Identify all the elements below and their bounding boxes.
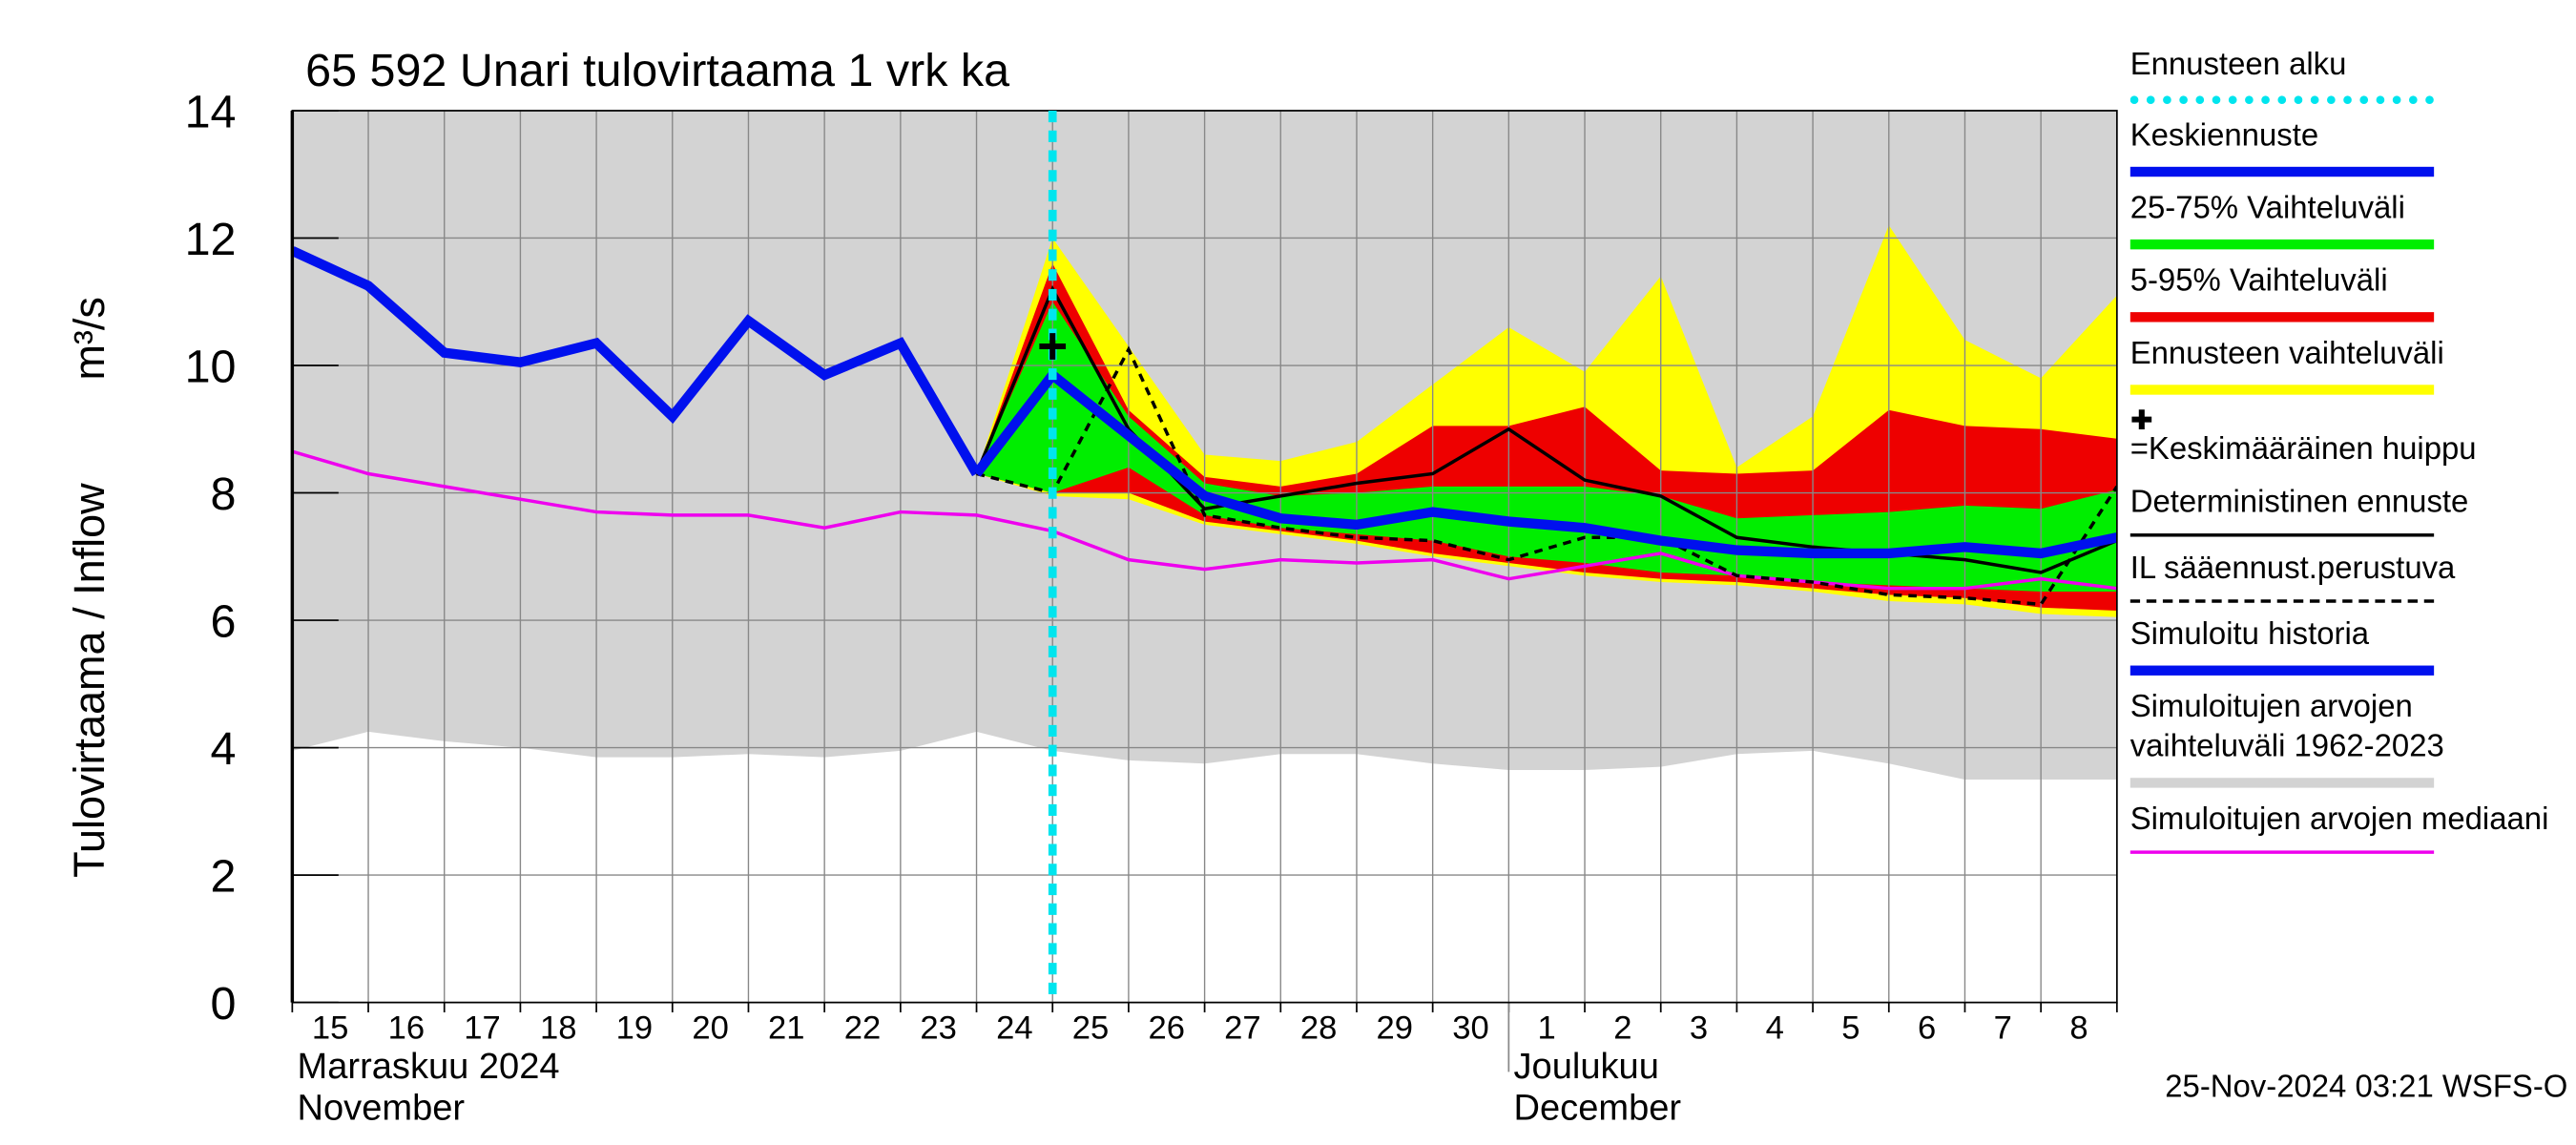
y-tick-label: 14 (185, 86, 237, 137)
x-tick-label: 29 (1377, 1010, 1413, 1047)
x-tick-label: 26 (1148, 1010, 1184, 1047)
x-tick-label: 4 (1766, 1010, 1784, 1047)
legend-label: Simuloitujen arvojen vaihteluväli 1962-2… (2130, 689, 2576, 768)
x-tick-label: 25 (1072, 1010, 1109, 1047)
x-tick-label: 16 (388, 1010, 425, 1047)
legend-box: Ennusteen alku Keskiennuste 25-75% Vaihtel… (2129, 46, 2576, 866)
month-label: December (1514, 1089, 1682, 1129)
x-tick-label: 15 (312, 1010, 348, 1047)
x-tick-label: 27 (1224, 1010, 1260, 1047)
legend-entry: IL sääennust.perustuva (2129, 550, 2576, 603)
legend-entry: Ennusteen alku (2129, 46, 2576, 105)
band-area (976, 302, 2117, 593)
month-label: Joulukuu (1514, 1047, 1659, 1087)
month-label: Marraskuu 2024 (298, 1047, 560, 1087)
legend-entry: Ennusteen vaihteluväli (2129, 335, 2576, 395)
y-tick-label: 4 (211, 723, 237, 775)
legend-text: Simuloitujen arvojen vaihteluväli 1962-2… (2129, 690, 2444, 765)
legend-label: Simuloitu historia (2130, 616, 2576, 656)
legend-text: Ennusteen alku (2129, 48, 2347, 83)
x-tick-label: 2 (1613, 1010, 1631, 1047)
legend-text: Simuloitujen arvojen mediaani (2129, 802, 2549, 838)
legend-entry: Simuloitu historia (2129, 616, 2576, 676)
timestamp: 25-Nov-2024 03:21 WSFS-O (2165, 1068, 2567, 1103)
legend-entry: =Keskimääräinen huippu (2130, 408, 2576, 471)
legend-label: 5-95% Vaihteluväli (2130, 262, 2576, 302)
y-tick-label: 6 (211, 595, 237, 647)
legend-peak-icon (2130, 408, 2576, 431)
y-tick-label: 2 (211, 850, 237, 902)
legend-text: Ennusteen vaihteluväli (2129, 337, 2444, 372)
legend-entry: 25-75% Vaihteluväli (2129, 190, 2576, 250)
legend-label: Keskiennuste (2130, 117, 2576, 157)
legend-label: Ennusteen alku (2130, 46, 2576, 86)
x-tick-label: 20 (692, 1010, 728, 1047)
x-tick-label: 18 (540, 1010, 576, 1047)
series-line (972, 367, 2117, 559)
legend-swatch (2129, 778, 2435, 788)
y-axis-unit: m³/s (65, 297, 114, 380)
x-tick-label: 21 (768, 1010, 804, 1047)
legend-label: Deterministinen ennuste (2130, 484, 2576, 524)
y-tick-label: 10 (185, 341, 237, 392)
x-tick-label: 8 (2069, 1010, 2088, 1047)
legend-swatch (2129, 850, 2435, 854)
legend-swatch (2129, 665, 2435, 676)
x-tick-label: 6 (1918, 1010, 1936, 1047)
legend-entry: Simuloitujen arvojen mediaani (2129, 801, 2576, 854)
legend-swatch (2129, 166, 2435, 177)
y-tick-label: 8 (211, 468, 237, 520)
legend-label: =Keskimääräinen huippu (2130, 408, 2576, 471)
legend-swatch (2129, 95, 2435, 105)
x-tick-label: 1 (1538, 1010, 1556, 1047)
x-tick-label: 19 (616, 1010, 653, 1047)
legend-text: 25-75% Vaihteluväli (2129, 191, 2405, 227)
legend-label: Simuloitujen arvojen mediaani (2130, 801, 2576, 841)
legend-label: IL sääennust.perustuva (2130, 550, 2576, 590)
legend: Ennusteen alku Keskiennuste 25-75% Vaihtel… (2129, 46, 2576, 866)
legend-text: Keskiennuste (2129, 118, 2319, 154)
peak-marker (1039, 333, 1067, 360)
legend-swatch (2129, 385, 2435, 395)
chart-title: 65 592 Unari tulovirtaama 1 vrk ka (305, 45, 1009, 96)
legend-text: =Keskimääräinen huippu (2129, 432, 2477, 468)
legend-text: Simuloitu historia (2129, 617, 2370, 653)
series-line (976, 345, 2117, 607)
x-tick-label: 24 (996, 1010, 1032, 1047)
legend-entry: Keskiennuste (2129, 117, 2576, 177)
legend-entry: Deterministinen ennuste (2129, 484, 2576, 537)
month-label: November (298, 1089, 466, 1129)
legend-swatch (2129, 599, 2435, 603)
x-tick-label: 3 (1690, 1010, 1708, 1047)
legend-text: IL sääennust.perustuva (2129, 552, 2456, 587)
x-tick-label: 30 (1452, 1010, 1488, 1047)
x-tick-label: 7 (1994, 1010, 2012, 1047)
plot-area (292, 110, 2117, 1003)
series-line (292, 246, 982, 477)
legend-swatch (2129, 239, 2435, 250)
x-tick-label: 28 (1300, 1010, 1337, 1047)
x-tick-label: 22 (844, 1010, 881, 1047)
peak-icon (2131, 409, 2152, 430)
x-tick-label: 5 (1841, 1010, 1859, 1047)
legend-label: Ennusteen vaihteluväli (2130, 335, 2576, 375)
y-tick-label: 0 (211, 978, 237, 1030)
legend-entry: 5-95% Vaihteluväli (2129, 262, 2576, 323)
y-tick-label: 12 (185, 214, 237, 265)
legend-entry: Simuloitujen arvojen vaihteluväli 1962-2… (2129, 689, 2576, 788)
x-tick-label: 23 (920, 1010, 956, 1047)
legend-text: Deterministinen ennuste (2129, 485, 2469, 521)
y-axis-label: Tulovirtaama / Inflow (65, 483, 114, 878)
legend-swatch (2129, 533, 2435, 537)
x-tick-label: 17 (464, 1010, 500, 1047)
legend-swatch (2129, 312, 2435, 323)
legend-text: 5-95% Vaihteluväli (2129, 263, 2388, 300)
legend-label: 25-75% Vaihteluväli (2130, 190, 2576, 230)
